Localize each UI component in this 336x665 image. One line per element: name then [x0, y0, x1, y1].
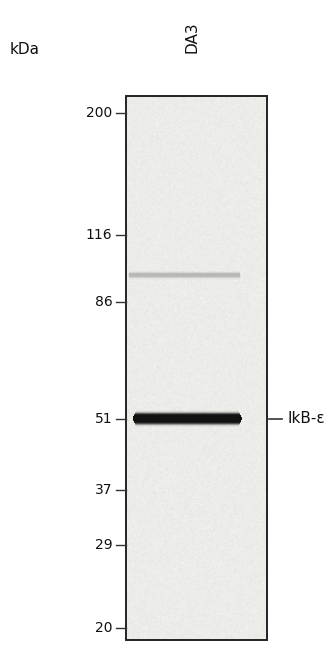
Text: 86: 86 [95, 295, 113, 309]
Text: 29: 29 [95, 538, 113, 552]
Text: 200: 200 [86, 106, 113, 120]
Text: 51: 51 [95, 412, 113, 426]
Text: 20: 20 [95, 621, 113, 635]
Bar [126, 96, 267, 640]
Text: 116: 116 [86, 227, 113, 241]
Bar [126, 96, 267, 640]
Text: 37: 37 [95, 483, 113, 497]
Text: DA3: DA3 [184, 21, 199, 53]
Text: kDa: kDa [10, 43, 40, 57]
Text: IkB-ε: IkB-ε [287, 411, 325, 426]
